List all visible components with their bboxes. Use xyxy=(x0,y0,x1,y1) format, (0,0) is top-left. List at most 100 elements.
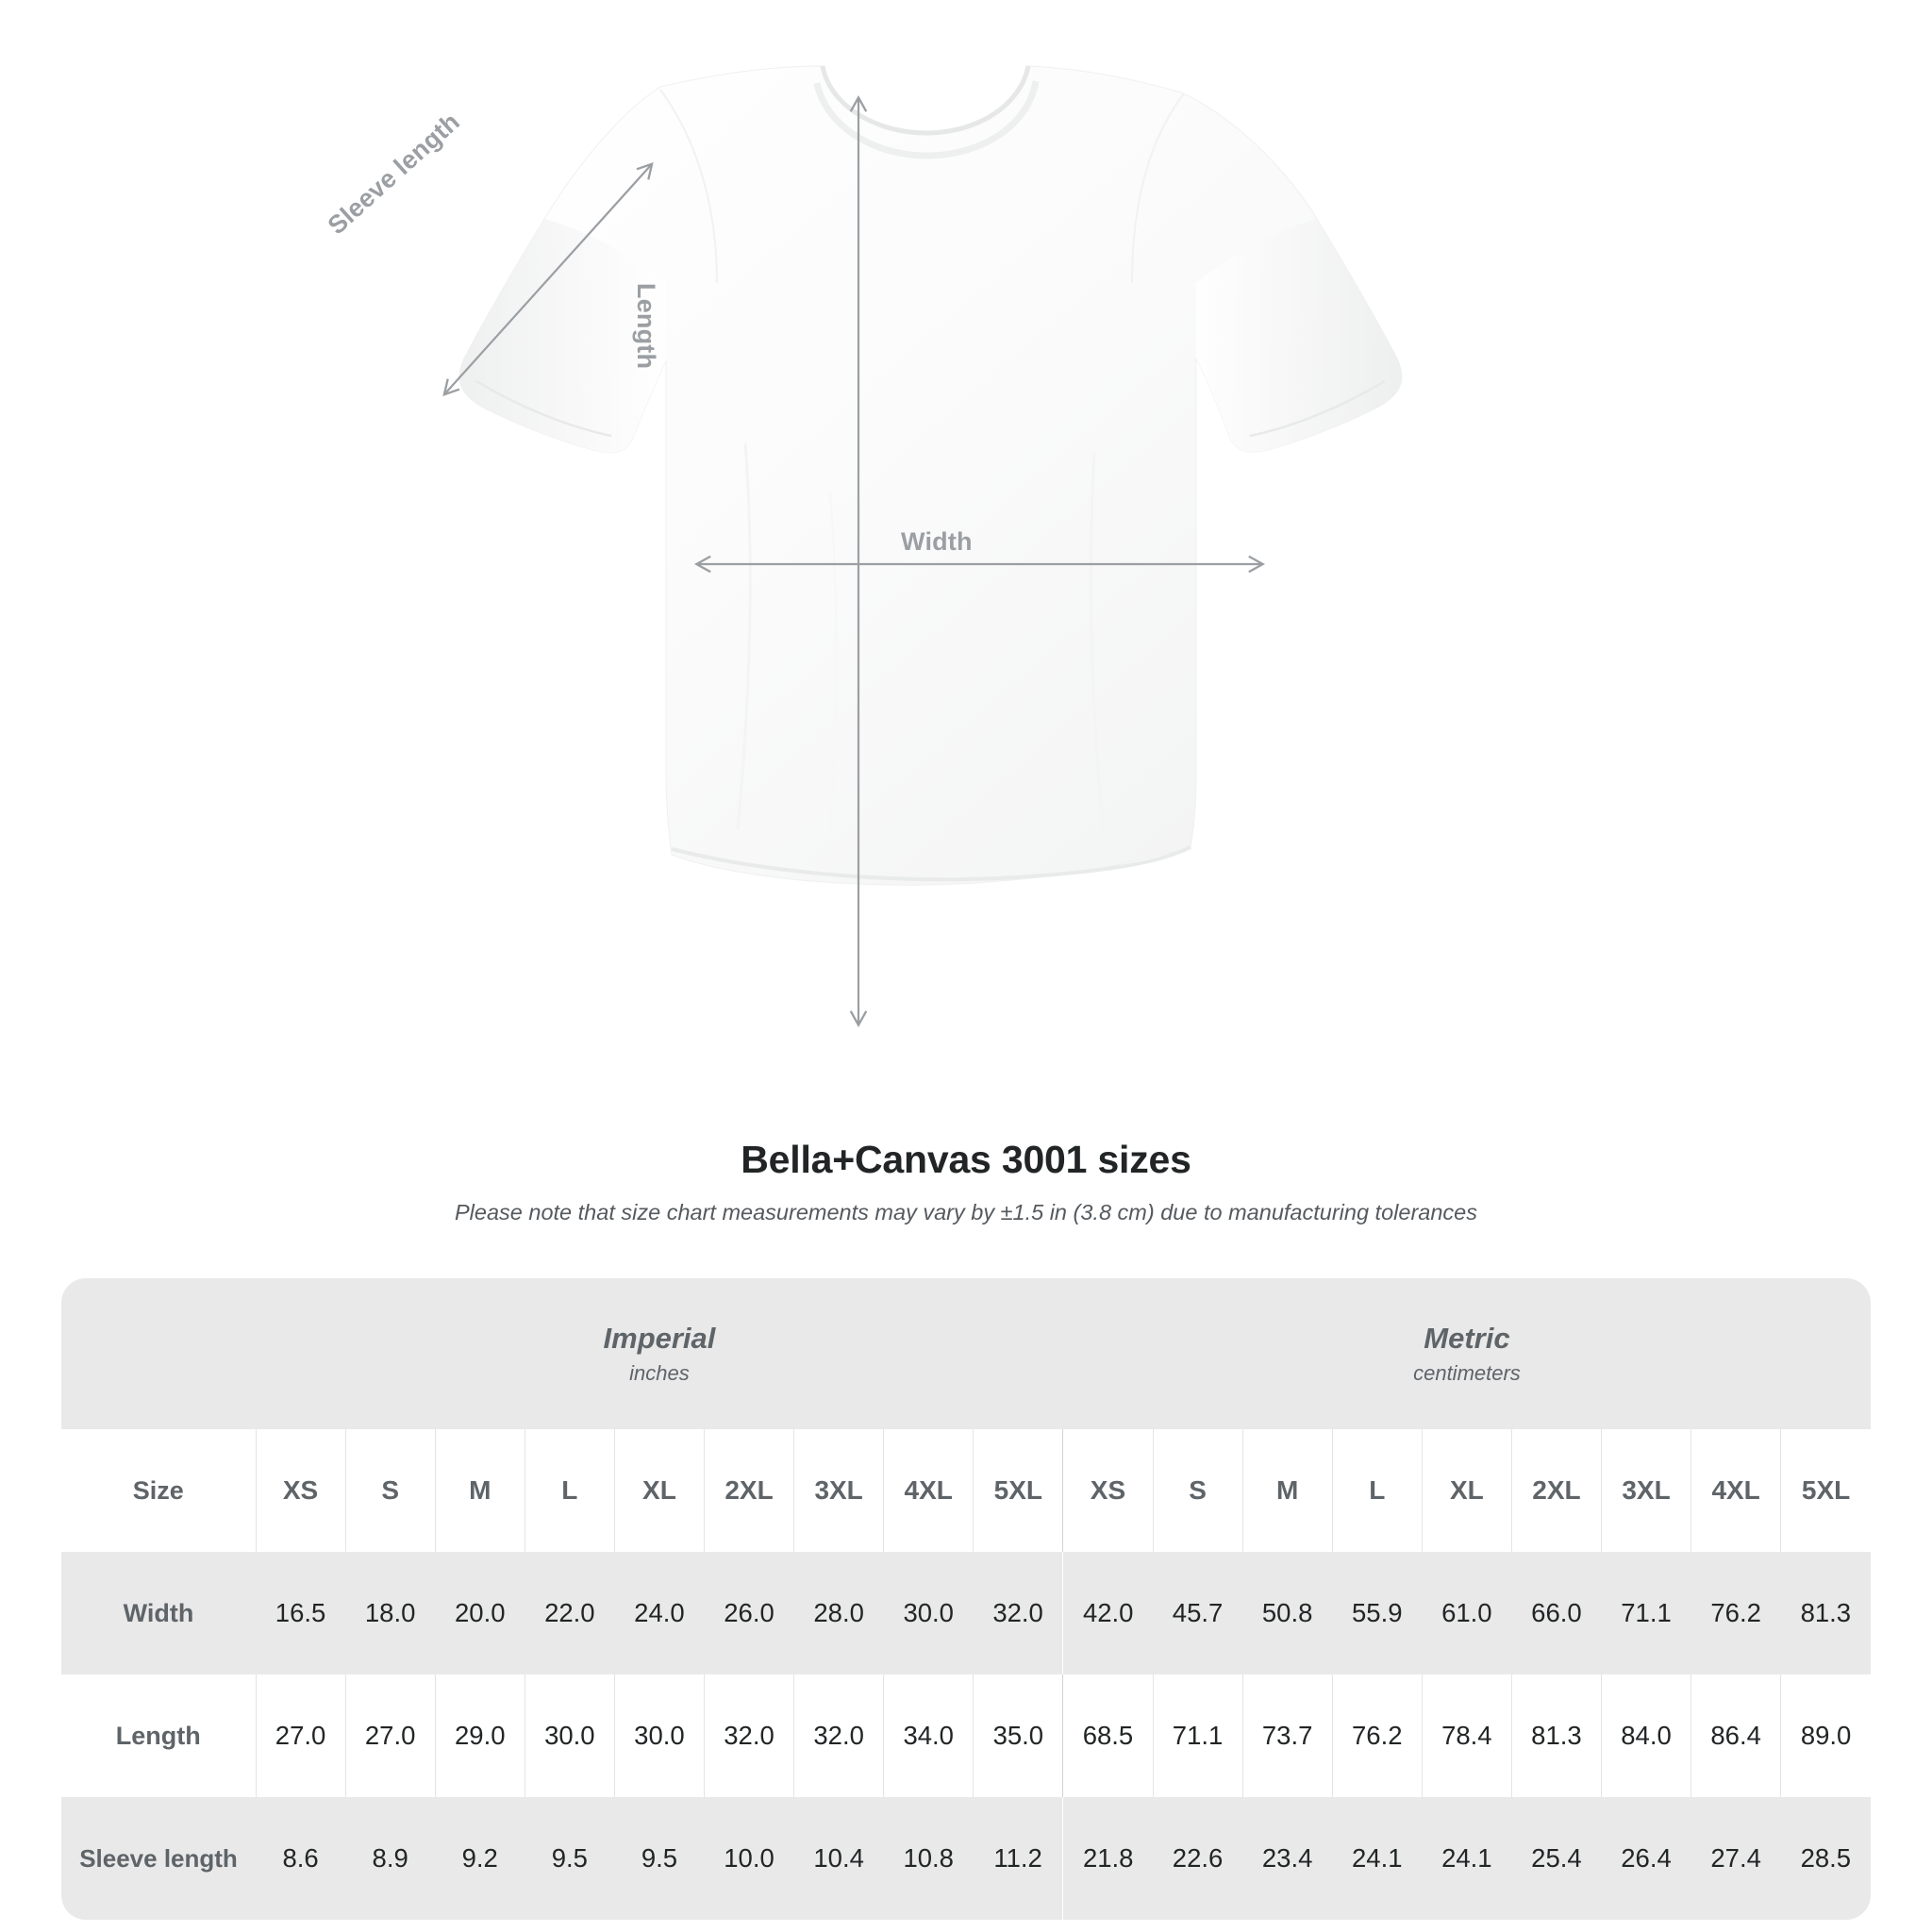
cell-width-metric-m: 50.8 xyxy=(1242,1552,1333,1674)
cell-width-imperial-4xl: 30.0 xyxy=(883,1552,974,1674)
cell-sleeve-metric-m: 23.4 xyxy=(1242,1797,1333,1920)
cell-width-metric-2xl: 66.0 xyxy=(1511,1552,1602,1674)
unit-group-imperial: Imperial inches xyxy=(256,1278,1063,1429)
cell-sleeve-imperial-l: 9.5 xyxy=(525,1797,615,1920)
cell-width-metric-5xl: 81.3 xyxy=(1780,1552,1871,1674)
cell-width-imperial-s: 18.0 xyxy=(345,1552,436,1674)
cell-width-imperial-xs: 16.5 xyxy=(256,1552,346,1674)
sleeve-length-arrow xyxy=(442,162,654,396)
size-col-metric-m: M xyxy=(1241,1429,1333,1552)
cell-width-metric-4xl: 76.2 xyxy=(1690,1552,1781,1674)
cell-width-imperial-xl: 24.0 xyxy=(614,1552,705,1674)
cell-length-imperial-xl: 30.0 xyxy=(613,1674,705,1797)
cell-length-imperial-l: 30.0 xyxy=(524,1674,615,1797)
size-col-metric-xs: XS xyxy=(1062,1429,1154,1552)
cell-sleeve-imperial-xs: 8.6 xyxy=(256,1797,346,1920)
cell-length-imperial-3xl: 32.0 xyxy=(793,1674,884,1797)
cell-length-imperial-5xl: 35.0 xyxy=(973,1674,1063,1797)
cell-length-metric-5xl: 89.0 xyxy=(1780,1674,1871,1797)
cell-sleeve-metric-l: 24.1 xyxy=(1332,1797,1423,1920)
width-label: Width xyxy=(901,527,973,556)
cell-length-metric-xs: 68.5 xyxy=(1062,1674,1154,1797)
cell-length-imperial-s: 27.0 xyxy=(344,1674,436,1797)
size-col-metric-4xl: 4XL xyxy=(1690,1429,1781,1552)
size-header-row: Size XS S M L XL 2XL 3XL 4XL 5XL XS S M … xyxy=(61,1429,1871,1552)
row-label-sleeve-length: Sleeve length xyxy=(61,1797,257,1920)
unit-group-metric: Metric centimeters xyxy=(1062,1278,1871,1429)
cell-length-metric-2xl: 81.3 xyxy=(1510,1674,1602,1797)
size-col-metric-2xl: 2XL xyxy=(1510,1429,1602,1552)
cell-sleeve-metric-2xl: 25.4 xyxy=(1511,1797,1602,1920)
cell-width-metric-s: 45.7 xyxy=(1153,1552,1243,1674)
cell-width-imperial-l: 22.0 xyxy=(525,1552,615,1674)
unit-group-metric-unit: centimeters xyxy=(1413,1360,1521,1385)
cell-width-imperial-3xl: 28.0 xyxy=(793,1552,884,1674)
cell-sleeve-imperial-5xl: 11.2 xyxy=(973,1797,1063,1920)
unit-header-row: Imperial inches Metric centimeters xyxy=(61,1278,1871,1429)
cell-length-metric-l: 76.2 xyxy=(1331,1674,1423,1797)
cell-sleeve-metric-s: 22.6 xyxy=(1153,1797,1243,1920)
cell-width-imperial-m: 20.0 xyxy=(435,1552,525,1674)
cell-sleeve-metric-5xl: 28.5 xyxy=(1780,1797,1871,1920)
cell-width-metric-l: 55.9 xyxy=(1332,1552,1423,1674)
tolerance-note: Please note that size chart measurements… xyxy=(455,1200,1477,1225)
table-corner-cell xyxy=(61,1278,257,1429)
cell-length-imperial-xs: 27.0 xyxy=(255,1674,346,1797)
length-label: Length xyxy=(632,283,660,370)
tshirt-diagram: Sleeve length Length Width xyxy=(323,65,1403,1028)
size-col-metric-s: S xyxy=(1152,1429,1243,1552)
measurement-arrows xyxy=(442,94,1266,1028)
cell-width-imperial-2xl: 26.0 xyxy=(704,1552,794,1674)
size-col-metric-3xl: 3XL xyxy=(1600,1429,1691,1552)
cell-sleeve-metric-4xl: 27.4 xyxy=(1690,1797,1781,1920)
unit-group-metric-name: Metric xyxy=(1424,1321,1510,1355)
size-col-imperial-3xl: 3XL xyxy=(793,1429,884,1552)
size-col-metric-5xl: 5XL xyxy=(1780,1429,1871,1552)
cell-width-imperial-5xl: 32.0 xyxy=(973,1552,1063,1674)
cell-sleeve-imperial-2xl: 10.0 xyxy=(704,1797,794,1920)
unit-group-imperial-unit: inches xyxy=(629,1360,690,1385)
tshirt-illustration-svg xyxy=(442,65,1403,1028)
cell-sleeve-imperial-xl: 9.5 xyxy=(614,1797,705,1920)
cell-width-metric-xl: 61.0 xyxy=(1422,1552,1512,1674)
tshirt-shape xyxy=(458,65,1403,886)
cell-sleeve-imperial-4xl: 10.8 xyxy=(883,1797,974,1920)
cell-length-metric-xl: 78.4 xyxy=(1421,1674,1512,1797)
size-col-metric-xl: XL xyxy=(1421,1429,1512,1552)
table-row-length: Length 27.0 27.0 29.0 30.0 30.0 32.0 32.… xyxy=(61,1674,1871,1797)
size-col-imperial-m: M xyxy=(434,1429,525,1552)
size-col-imperial-5xl: 5XL xyxy=(973,1429,1063,1552)
cell-width-metric-3xl: 71.1 xyxy=(1601,1552,1691,1674)
cell-length-metric-4xl: 86.4 xyxy=(1690,1674,1781,1797)
cell-sleeve-imperial-s: 8.9 xyxy=(345,1797,436,1920)
size-chart-table-wrapper: Imperial inches Metric centimeters Size … xyxy=(61,1278,1871,1920)
size-col-imperial-xs: XS xyxy=(255,1429,346,1552)
cell-length-imperial-2xl: 32.0 xyxy=(703,1674,794,1797)
size-col-metric-l: L xyxy=(1331,1429,1423,1552)
unit-group-imperial-name: Imperial xyxy=(603,1321,716,1355)
size-chart-table: Imperial inches Metric centimeters Size … xyxy=(61,1278,1871,1920)
cell-length-metric-3xl: 84.0 xyxy=(1600,1674,1691,1797)
cell-sleeve-metric-3xl: 26.4 xyxy=(1601,1797,1691,1920)
cell-length-metric-m: 73.7 xyxy=(1241,1674,1333,1797)
table-row-width: Width 16.5 18.0 20.0 22.0 24.0 26.0 28.0… xyxy=(61,1552,1871,1674)
page-title: Bella+Canvas 3001 sizes xyxy=(741,1138,1191,1181)
cell-width-metric-xs: 42.0 xyxy=(1062,1552,1154,1674)
size-col-imperial-xl: XL xyxy=(613,1429,705,1552)
table-row-sleeve-length: Sleeve length 8.6 8.9 9.2 9.5 9.5 10.0 1… xyxy=(61,1797,1871,1920)
cell-sleeve-imperial-3xl: 10.4 xyxy=(793,1797,884,1920)
row-label-width: Width xyxy=(61,1552,257,1674)
size-col-imperial-l: L xyxy=(524,1429,615,1552)
cell-length-metric-s: 71.1 xyxy=(1152,1674,1243,1797)
cell-sleeve-metric-xl: 24.1 xyxy=(1422,1797,1512,1920)
title-block: Bella+Canvas 3001 sizes Please note that… xyxy=(0,1137,1932,1227)
size-col-imperial-2xl: 2XL xyxy=(703,1429,794,1552)
row-header-size: Size xyxy=(61,1429,257,1552)
cell-length-imperial-4xl: 34.0 xyxy=(883,1674,974,1797)
cell-length-imperial-m: 29.0 xyxy=(434,1674,525,1797)
row-label-length: Length xyxy=(61,1674,257,1797)
size-col-imperial-s: S xyxy=(344,1429,436,1552)
cell-sleeve-imperial-m: 9.2 xyxy=(435,1797,525,1920)
size-col-imperial-4xl: 4XL xyxy=(883,1429,974,1552)
